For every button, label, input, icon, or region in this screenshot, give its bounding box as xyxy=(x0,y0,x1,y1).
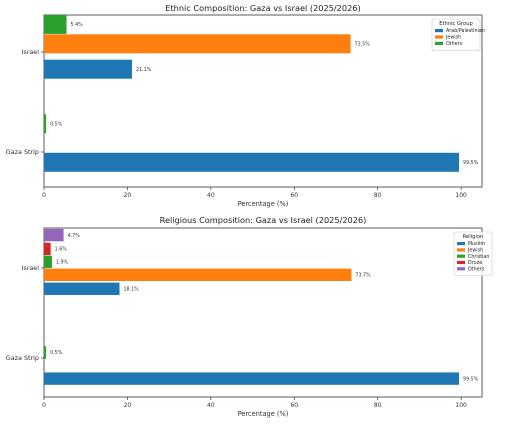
chart2-legend-swatch xyxy=(457,254,465,258)
chart2-legend-entry: Others xyxy=(468,266,485,272)
chart1-plot-frame xyxy=(43,14,483,188)
chart2-legend-swatch xyxy=(457,260,465,265)
chart2-legend-swatch xyxy=(457,267,465,271)
chart2-data-label: 18.1% xyxy=(124,287,140,293)
chart2-title: Religious Composition: Gaza vs Israel (2… xyxy=(160,215,367,225)
chart2-x-tick-label: 20 xyxy=(124,402,132,409)
chart1-legend-entry: Jewish xyxy=(445,35,461,41)
chart2-data-label: 0.5% xyxy=(50,350,63,356)
chart2-legend-entry: Druze xyxy=(468,260,482,266)
chart1-data-label: 73.5% xyxy=(355,42,371,48)
chart2-x-tick-label: 60 xyxy=(290,402,298,409)
chart2-plot-frame xyxy=(43,227,483,398)
chart1-data-label: 0.5% xyxy=(50,122,63,128)
chart2-bar xyxy=(44,372,460,385)
chart2-bar xyxy=(44,268,352,281)
chart1-x-tick-label: 60 xyxy=(290,192,298,199)
chart2-category-label: Gaza Strip xyxy=(6,354,39,362)
chart2-data-label: 4.7% xyxy=(68,233,81,239)
chart1-bar xyxy=(44,59,133,79)
chart2-legend-title: Religion xyxy=(463,234,484,240)
chart1-category-label: Israel xyxy=(22,48,40,56)
chart1-data-label: 5.4% xyxy=(71,22,84,28)
chart2-bar xyxy=(44,228,64,242)
chart2-data-label: 73.7% xyxy=(355,273,371,279)
chart1-x-tick-label: 80 xyxy=(374,192,382,199)
chart1-legend-swatch xyxy=(435,29,443,33)
chart1-legend-swatch xyxy=(435,35,443,39)
chart2-legend-swatch xyxy=(457,242,465,246)
chart2-x-tick-label: 80 xyxy=(374,402,382,409)
chart1-bar xyxy=(44,34,351,54)
chart2-legend-entry: Christian xyxy=(468,254,489,260)
chart2-data-label: 1.9% xyxy=(56,260,69,266)
chart1-legend-swatch xyxy=(435,41,443,45)
chart2-bar xyxy=(44,242,51,256)
chart2-bar xyxy=(44,346,47,359)
chart1-legend-box xyxy=(431,18,481,51)
chart1-x-tick-label: 100 xyxy=(455,192,467,199)
chart2-category-label: Israel xyxy=(22,264,40,272)
chart1-legend-title: Ethnic Group xyxy=(439,21,473,27)
chart2-x-tick-label: 0 xyxy=(42,402,46,409)
chart1-bar xyxy=(44,14,67,34)
chart2-data-label: 99.5% xyxy=(463,376,479,382)
chart1-x-tick-label: 20 xyxy=(124,192,132,199)
chart2-bar xyxy=(44,255,52,269)
chart1-x-axis-label: Percentage (%) xyxy=(238,200,289,208)
chart2-x-tick-label: 40 xyxy=(207,402,215,409)
chart1-x-tick-label: 40 xyxy=(207,192,215,199)
chart1-x-tick-label: 0 xyxy=(42,192,46,199)
chart1-data-label: 21.1% xyxy=(136,67,152,73)
chart1-legend-entry: Arab/Palestinian xyxy=(446,28,485,34)
chart1-legend-entry: Others xyxy=(446,41,463,47)
chart1-bar xyxy=(44,152,460,172)
chart2-legend-swatch xyxy=(457,248,465,252)
chart1-data-label: 99.5% xyxy=(463,160,479,166)
chart1-bar xyxy=(44,114,47,134)
chart2-legend-entry: Muslim xyxy=(468,241,485,247)
chart1-category-label: Gaza Strip xyxy=(6,148,39,156)
chart2-x-axis-label: Percentage (%) xyxy=(238,410,289,418)
chart1-title: Ethnic Composition: Gaza vs Israel (2025… xyxy=(165,3,360,13)
chart2-legend-entry: Jewish xyxy=(467,248,483,254)
chart2-x-tick-label: 100 xyxy=(455,402,467,409)
chart2-data-label: 1.6% xyxy=(55,247,68,253)
chart2-bar xyxy=(44,282,120,295)
